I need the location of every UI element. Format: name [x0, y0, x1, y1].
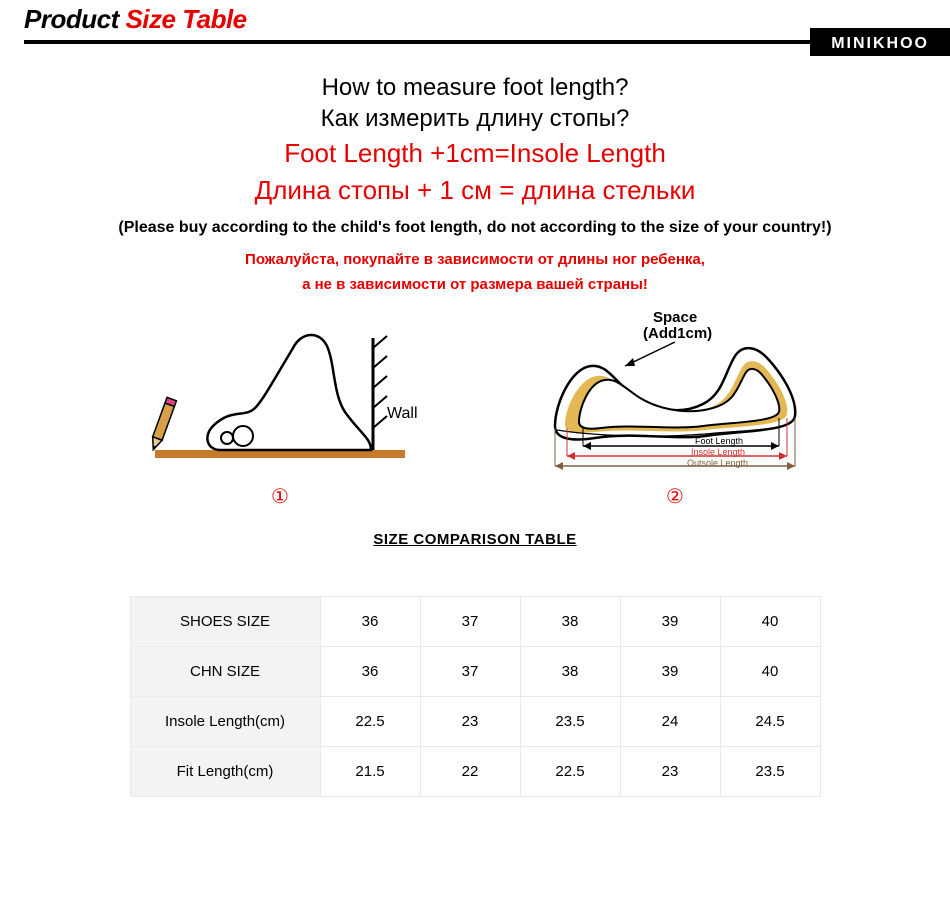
cell-value: 22 [420, 746, 520, 796]
svg-text:Insole Length: Insole Length [691, 447, 745, 457]
cell-value: 37 [420, 596, 520, 646]
header-bar: Product Size Table MINIKHOO [0, 0, 950, 48]
cell-value: 40 [720, 596, 820, 646]
table-row: Insole Length(cm)22.52323.52424.5 [130, 696, 820, 746]
table-row: CHN SIZE3637383940 [130, 646, 820, 696]
formula-ru: Длина стопы + 1 см = длина стельки [0, 173, 950, 208]
svg-text:(Add1cm): (Add1cm) [643, 325, 712, 342]
formula-en: Foot Length +1cm=Insole Length [0, 136, 950, 171]
svg-text:Space: Space [653, 309, 697, 326]
table-row: SHOES SIZE3637383940 [130, 596, 820, 646]
cell-value: 23 [420, 696, 520, 746]
svg-text:Foot Length: Foot Length [695, 436, 743, 446]
diagram-2-number: ② [535, 484, 815, 509]
cell-value: 37 [420, 646, 520, 696]
row-label: SHOES SIZE [130, 596, 320, 646]
title-part2: Size Table [125, 4, 246, 34]
shoe-section-icon: Space (Add1cm) Foot Length [535, 308, 815, 478]
content-area: How to measure foot length? Как измерить… [0, 48, 950, 797]
diagram-1-number: ① [135, 484, 425, 509]
diagram-1: Wall ① [135, 308, 425, 509]
title-part1: Product [24, 4, 125, 34]
cell-value: 22.5 [320, 696, 420, 746]
cell-value: 24.5 [720, 696, 820, 746]
row-label: Insole Length(cm) [130, 696, 320, 746]
size-table: SHOES SIZE3637383940CHN SIZE3637383940In… [130, 596, 821, 797]
note-ru: Пожалуйста, покупайте в зависимости от д… [0, 247, 950, 298]
row-label: Fit Length(cm) [130, 746, 320, 796]
note-ru-line1: Пожалуйста, покупайте в зависимости от д… [245, 251, 705, 268]
cell-value: 23 [620, 746, 720, 796]
cell-value: 22.5 [520, 746, 620, 796]
cell-value: 39 [620, 596, 720, 646]
cell-value: 38 [520, 596, 620, 646]
cell-value: 23.5 [720, 746, 820, 796]
cell-value: 21.5 [320, 746, 420, 796]
brand-badge: MINIKHOO [810, 28, 950, 56]
diagrams-row: Wall ① Space (Add1cm) [0, 308, 950, 509]
foot-measure-icon: Wall [135, 308, 425, 478]
page-title: Product Size Table [0, 0, 247, 37]
cell-value: 40 [720, 646, 820, 696]
cell-value: 23.5 [520, 696, 620, 746]
question-en: How to measure foot length? [0, 72, 950, 103]
diagram-2: Space (Add1cm) Foot Length [535, 308, 815, 509]
cell-value: 36 [320, 596, 420, 646]
row-label: CHN SIZE [130, 646, 320, 696]
cell-value: 38 [520, 646, 620, 696]
svg-text:Outsole Length: Outsole Length [687, 458, 748, 468]
size-comparison-title: SIZE COMPARISON TABLE [0, 531, 950, 548]
note-en: (Please buy according to the child's foo… [0, 219, 950, 237]
note-ru-line2: а не в зависимости от размера вашей стра… [302, 276, 648, 293]
table-row: Fit Length(cm)21.52222.52323.5 [130, 746, 820, 796]
cell-value: 39 [620, 646, 720, 696]
question-ru: Как измерить длину стопы? [0, 103, 950, 134]
cell-value: 24 [620, 696, 720, 746]
cell-value: 36 [320, 646, 420, 696]
wall-label: Wall [387, 405, 418, 422]
